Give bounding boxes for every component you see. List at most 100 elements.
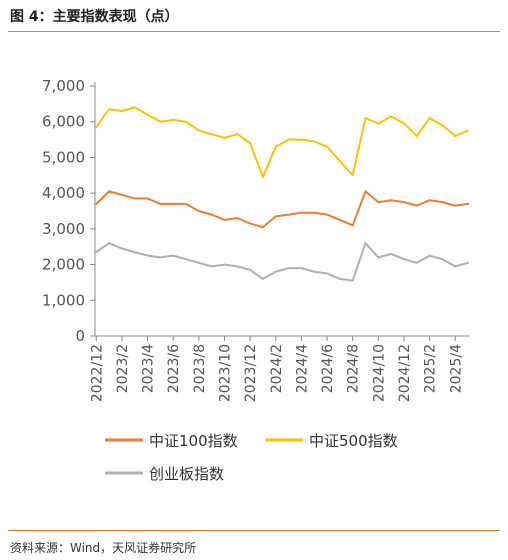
- data-point: [223, 263, 226, 266]
- x-tick-label: 2023/4: [141, 344, 157, 393]
- x-tick-label: 2023/6: [166, 344, 182, 393]
- data-point: [261, 226, 264, 229]
- data-point: [287, 213, 290, 216]
- data-point: [108, 242, 111, 245]
- data-point: [185, 202, 187, 205]
- data-point: [377, 122, 380, 125]
- data-point: [108, 190, 111, 193]
- data-point: [364, 190, 367, 193]
- data-point: [428, 254, 431, 257]
- data-point: [133, 197, 136, 200]
- x-tick-label: 2023/12: [243, 344, 259, 402]
- data-point: [364, 242, 367, 245]
- y-tick-label: 1,000: [42, 291, 85, 309]
- data-point: [172, 254, 175, 257]
- x-tick-label: 2024/8: [346, 344, 362, 393]
- line-chart: 0 1,000 2,000 3,000 4,000 5,000 6,000 7,000 2022…: [42, 77, 470, 483]
- data-point: [146, 254, 149, 257]
- data-point: [223, 218, 226, 221]
- data-point: [313, 211, 316, 214]
- y-tick-label: 5,000: [42, 148, 85, 166]
- data-point: [108, 108, 111, 111]
- data-point: [236, 217, 239, 220]
- x-tick-label: 2024/6: [320, 344, 336, 393]
- data-point: [364, 117, 367, 120]
- data-point: [467, 261, 470, 264]
- data-point: [454, 204, 457, 207]
- data-point: [197, 129, 200, 132]
- x-tick-label: 2025/4: [448, 344, 464, 393]
- data-point: [210, 265, 213, 268]
- data-point: [326, 272, 329, 275]
- legend-label: 中证500指数: [309, 432, 398, 450]
- data-point: [326, 145, 329, 148]
- series-line-1: [95, 190, 469, 229]
- data-point: [185, 120, 187, 123]
- data-point: [287, 267, 290, 270]
- data-point: [185, 258, 187, 261]
- data-point: [120, 193, 123, 196]
- data-point: [223, 136, 226, 139]
- x-tick-label: 2022/12: [89, 344, 105, 402]
- data-point: [377, 256, 380, 259]
- y-tick-label: 7,000: [42, 77, 85, 95]
- y-tick-label: 0: [75, 327, 85, 345]
- data-point: [172, 118, 175, 121]
- x-tick-label: 2024/4: [294, 344, 310, 393]
- data-point: [467, 129, 470, 132]
- data-point: [249, 222, 252, 225]
- data-point: [313, 140, 316, 143]
- data-point: [159, 202, 162, 205]
- data-point: [95, 251, 98, 254]
- x-tick-label: 2025/2: [423, 344, 439, 393]
- x-tick-label: 2023/2: [115, 344, 131, 393]
- data-point: [261, 176, 264, 179]
- data-point: [428, 117, 431, 120]
- data-point: [249, 268, 252, 271]
- data-point: [441, 124, 444, 127]
- data-point: [95, 126, 98, 129]
- data-point: [95, 202, 98, 205]
- data-point: [390, 252, 393, 255]
- data-point: [454, 135, 457, 137]
- top-divider: [8, 31, 500, 32]
- source-note: 资料来源：Wind，天风证券研究所: [10, 541, 197, 555]
- data-point: [197, 261, 200, 264]
- figure-title: 图 4：主要指数表现（点）: [10, 9, 179, 25]
- data-point: [274, 215, 277, 218]
- y-tick-label: 4,000: [42, 184, 85, 202]
- data-point: [133, 251, 136, 254]
- data-point: [403, 122, 405, 125]
- x-tick-label: 2024/2: [269, 344, 285, 393]
- chart-lines: [95, 106, 470, 282]
- legend-label: 创业板指数: [149, 465, 224, 483]
- y-tick-label: 6,000: [42, 113, 85, 131]
- data-point: [146, 197, 149, 200]
- x-tick-label: 2023/8: [192, 344, 208, 393]
- data-point: [390, 199, 393, 202]
- data-point: [377, 201, 380, 204]
- data-point: [390, 115, 393, 118]
- data-point: [454, 265, 457, 268]
- data-point: [338, 277, 341, 280]
- data-point: [300, 211, 303, 214]
- data-point: [133, 106, 136, 109]
- data-point: [428, 199, 431, 202]
- data-point: [351, 224, 354, 227]
- data-point: [467, 202, 470, 205]
- y-tick-label: 3,000: [42, 220, 85, 238]
- data-point: [159, 120, 162, 123]
- data-point: [326, 213, 329, 216]
- data-point: [274, 145, 277, 148]
- data-point: [415, 204, 418, 207]
- data-point: [197, 210, 200, 212]
- series-line-3: [95, 242, 469, 282]
- legend-label: 中证100指数: [149, 432, 238, 450]
- x-tick-label: 2023/10: [217, 344, 233, 402]
- data-point: [441, 201, 444, 204]
- data-point: [300, 267, 303, 270]
- data-point: [441, 258, 444, 261]
- data-point: [403, 258, 405, 261]
- data-point: [120, 110, 123, 112]
